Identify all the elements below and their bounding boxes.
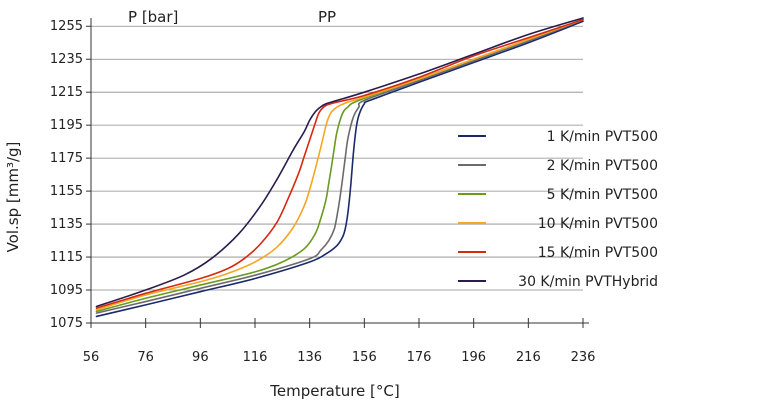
legend-label-5: 30 K/min PVTHybrid — [518, 274, 658, 290]
x-tick-label: 176 — [407, 350, 432, 365]
grid-lines — [91, 25, 583, 291]
y-tick-label: 1095 — [50, 283, 83, 298]
legend-label-3: 10 K/min PVT500 — [538, 216, 658, 232]
legend-label-2: 5 K/min PVT500 — [547, 187, 658, 203]
x-axis-title: Temperature [°C] — [269, 382, 399, 400]
x-tick-label: 96 — [192, 350, 209, 365]
series-line-5 — [95, 17, 584, 308]
y-tick-label: 1175 — [50, 151, 83, 166]
x-tick-label: 56 — [83, 350, 100, 365]
series-line-2 — [95, 18, 584, 313]
y-tick-label: 1195 — [50, 118, 83, 133]
legend-label-1: 2 K/min PVT500 — [547, 158, 658, 174]
y-tick-label: 1135 — [50, 217, 83, 232]
x-tick-label: 136 — [297, 350, 322, 365]
y-tick-labels: 1075 1095 1115 1135 1155 1175 1195 1215 1235 1255 — [50, 19, 91, 331]
axes — [90, 18, 589, 324]
legend-label-0: 1 K/min PVT500 — [547, 129, 658, 145]
legend: 1 K/min PVT500 2 K/min PVT500 5 K/min PVT5… — [458, 129, 658, 290]
y-tick-label: 1255 — [50, 19, 83, 34]
x-tick-labels: 56 76 96 116 136 156 176 196 216 236 — [83, 318, 596, 365]
series-line-1 — [95, 18, 584, 314]
y-tick-label: 1215 — [50, 85, 83, 100]
series-line-0 — [95, 20, 584, 318]
y-axis-title: Vol.sp [mm³/g] — [4, 142, 22, 253]
annotation-material: PP — [318, 8, 336, 26]
x-tick-label: 156 — [352, 350, 377, 365]
x-tick-label: 76 — [137, 350, 154, 365]
annotation-pressure: P [bar] — [128, 8, 178, 26]
y-tick-label: 1115 — [50, 250, 83, 265]
series-line-3 — [95, 18, 584, 311]
x-tick-label: 236 — [571, 350, 596, 365]
y-tick-label: 1075 — [50, 316, 83, 331]
x-tick-label: 196 — [461, 350, 486, 365]
x-tick-label: 116 — [243, 350, 268, 365]
series-lines — [95, 17, 584, 318]
y-tick-label: 1235 — [50, 52, 83, 67]
y-tick-label: 1155 — [50, 184, 83, 199]
legend-label-4: 15 K/min PVT500 — [538, 245, 658, 261]
series-line-4 — [95, 18, 584, 309]
x-tick-label: 216 — [516, 350, 541, 365]
